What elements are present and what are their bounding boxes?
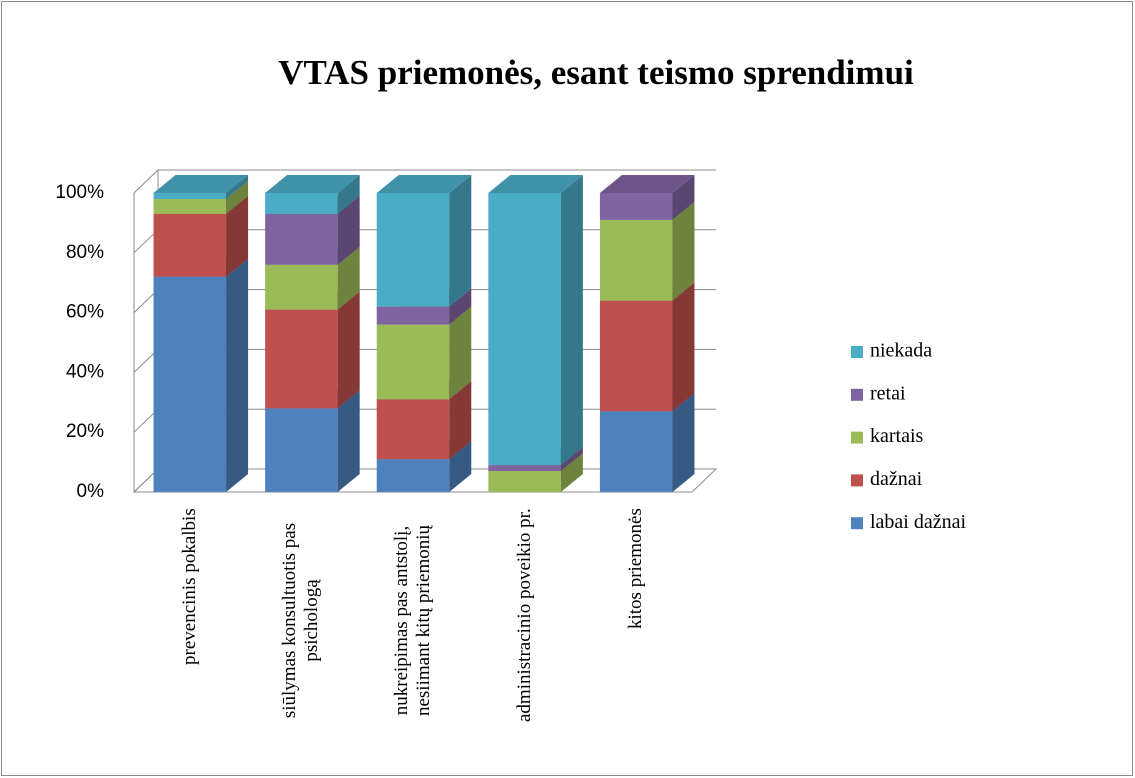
bar-top bbox=[488, 175, 583, 193]
x-tick-label: administracinio poveikio pr. bbox=[513, 508, 535, 722]
x-tick-label: nukreipimas pas antstolį, nesiimant kitų… bbox=[391, 524, 434, 717]
bar-side bbox=[672, 282, 695, 412]
bar-top bbox=[153, 175, 249, 193]
bar-front bbox=[488, 465, 561, 472]
bar-front bbox=[376, 306, 450, 325]
bar-side bbox=[560, 447, 583, 472]
legend-swatch bbox=[851, 517, 863, 530]
bar-front bbox=[376, 459, 450, 492]
bar-side bbox=[449, 288, 472, 325]
bar-side bbox=[337, 175, 360, 214]
bar-front bbox=[599, 193, 673, 220]
bar-side bbox=[449, 441, 472, 492]
bar-front bbox=[488, 471, 561, 492]
bar-side bbox=[672, 201, 695, 301]
bar-front bbox=[153, 276, 227, 492]
bar-top bbox=[376, 175, 472, 193]
y-tick-label: 60% bbox=[66, 302, 104, 323]
bar-side bbox=[337, 195, 360, 265]
bar-front bbox=[376, 399, 450, 460]
bar-side bbox=[449, 381, 472, 460]
bar-side bbox=[226, 258, 249, 492]
x-tick-label: kitos priemonės bbox=[625, 508, 647, 629]
y-tick-label: 20% bbox=[66, 421, 104, 442]
y-tick-label: 80% bbox=[66, 242, 104, 263]
bar-side bbox=[560, 175, 583, 466]
legend-label: labai dažnai bbox=[870, 511, 966, 533]
bar-front bbox=[265, 264, 338, 310]
legend-swatch bbox=[851, 346, 863, 358]
bar-side bbox=[560, 453, 583, 492]
chart-title: VTAS priemonės, esant teismo sprendimui bbox=[278, 53, 914, 92]
y-tick-label: 100% bbox=[55, 182, 104, 203]
bar-side bbox=[337, 246, 360, 310]
bar-top bbox=[599, 175, 695, 193]
bar-top bbox=[265, 175, 360, 193]
bar-side bbox=[449, 175, 472, 307]
bar-front bbox=[488, 193, 561, 466]
bar-side bbox=[337, 291, 360, 409]
x-tick-label: prevencinis pokalbis bbox=[178, 508, 200, 665]
legend-swatch bbox=[851, 388, 863, 401]
bar-side bbox=[449, 306, 472, 400]
bar-front bbox=[599, 411, 673, 492]
legend-swatch bbox=[851, 474, 863, 487]
bar-side bbox=[337, 390, 360, 492]
bar-front bbox=[153, 198, 227, 214]
legend-label: kartais bbox=[870, 425, 924, 447]
bar-side bbox=[226, 180, 249, 214]
grid-line-side bbox=[133, 169, 159, 194]
bar-front bbox=[599, 219, 673, 301]
bar-side bbox=[226, 175, 249, 199]
x-tick-label: siūlymas konsultuotis pas psichologą bbox=[279, 522, 323, 719]
bar-front bbox=[265, 408, 338, 492]
legend-label: niekada bbox=[870, 340, 932, 362]
bar-front bbox=[376, 193, 450, 307]
bar-front bbox=[265, 193, 338, 214]
bar-front bbox=[153, 193, 227, 199]
bar-front bbox=[265, 309, 338, 409]
bar-front bbox=[376, 324, 450, 400]
bar-side bbox=[672, 393, 695, 492]
y-tick-label: 0% bbox=[77, 481, 105, 502]
bar-front bbox=[265, 213, 338, 265]
legend-label: retai bbox=[870, 382, 906, 404]
bar-side bbox=[226, 195, 249, 277]
y-tick-label: 40% bbox=[66, 361, 104, 382]
legend-label: dažnai bbox=[870, 468, 923, 490]
bar-side bbox=[672, 175, 695, 220]
legend-swatch bbox=[851, 431, 863, 444]
bar-front bbox=[599, 300, 673, 412]
bar-front bbox=[153, 213, 227, 277]
